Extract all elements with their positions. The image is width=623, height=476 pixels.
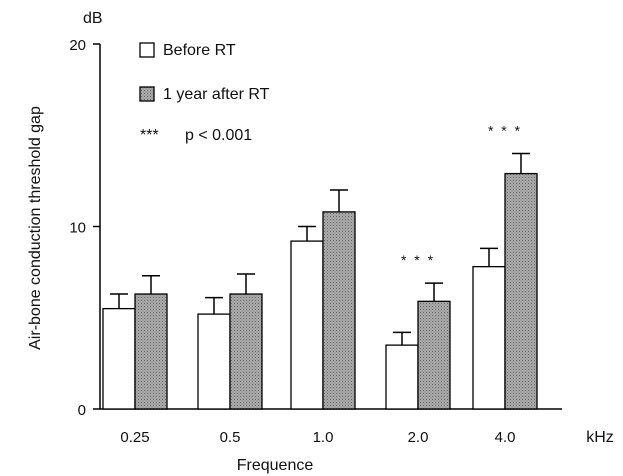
ticks-layer: 0 10 20 (69, 37, 100, 419)
bar-before-1.0 (290, 240, 324, 410)
legend-note-text: p < 0.001 (185, 127, 252, 144)
x-tick-label: 2.0 (408, 429, 429, 446)
y-axis-title: Air-bone conduction threshold gap (27, 106, 44, 350)
legend-swatch-after (139, 86, 155, 102)
significance-marker: * * * (488, 123, 522, 139)
x-tick-label: 0.25 (120, 429, 149, 446)
legend-label-before: Before RT (163, 42, 236, 59)
bar-before-2.0 (385, 344, 419, 410)
y-tick-label: 0 (78, 402, 86, 419)
bar-after-0.5 (229, 293, 263, 410)
x-tick-label: 4.0 (495, 429, 516, 446)
bar-after-1.0 (322, 211, 356, 410)
y-unit-label: dB (83, 10, 103, 27)
x-tick-label: 0.5 (220, 429, 241, 446)
x-unit-label: kHz (586, 429, 614, 446)
legend: Before RT 1 year after RT *** p < 0.001 (139, 42, 270, 144)
bars-layer: 0.25 0.5 1.0 2.0 4.0 (102, 152, 538, 446)
bar-before-4.0 (472, 265, 506, 410)
bar-after-4.0 (504, 172, 538, 410)
bar-after-2.0 (417, 300, 451, 410)
bar-before-0.25 (102, 307, 136, 410)
legend-label-after: 1 year after RT (163, 86, 270, 103)
y-tick-label: 20 (69, 37, 86, 54)
bar-after-0.25 (134, 293, 168, 410)
legend-note-symbol: *** (140, 127, 159, 144)
significance-marker: * * * (401, 252, 435, 268)
significance-layer: * * * * * * (401, 123, 522, 269)
bar-before-0.5 (197, 313, 231, 410)
y-tick-label: 10 (69, 220, 86, 237)
legend-swatch-before (139, 42, 155, 58)
x-axis-title: Frequence (237, 457, 314, 474)
x-tick-label: 1.0 (313, 429, 334, 446)
